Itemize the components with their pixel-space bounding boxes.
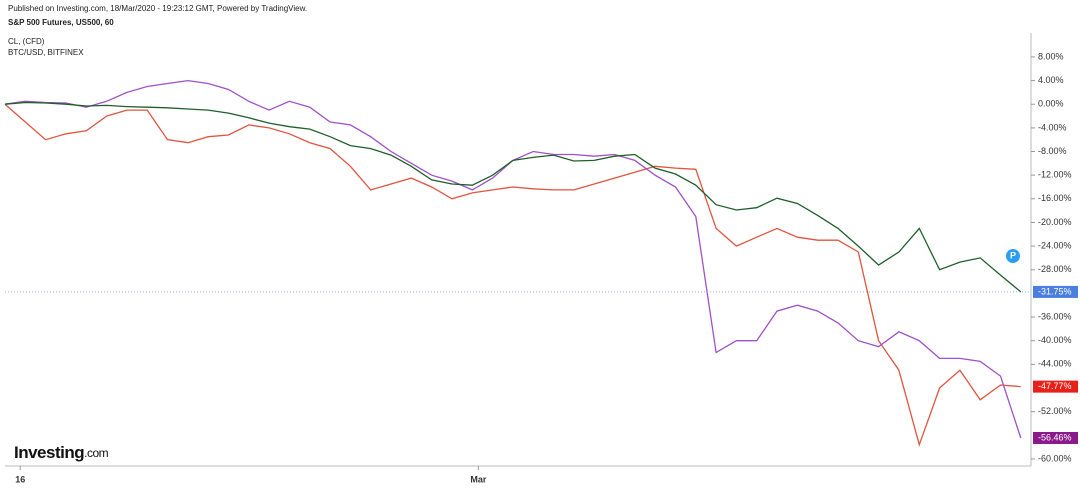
y-tick-label: -60.00% bbox=[1038, 453, 1072, 463]
value-label: -56.46% bbox=[1038, 432, 1072, 442]
y-tick-label: -52.00% bbox=[1038, 406, 1072, 416]
logo-name: Investing bbox=[14, 443, 84, 462]
value-label-box bbox=[1033, 380, 1078, 393]
value-label-box bbox=[1033, 285, 1078, 298]
y-tick-label: -8.00% bbox=[1038, 146, 1067, 156]
series-line bbox=[4, 101, 1022, 293]
y-tick-label: 0.00% bbox=[1038, 99, 1064, 109]
y-tick-label: -4.00% bbox=[1038, 122, 1067, 132]
legend-entry: BTC/USD, BITFINEX bbox=[8, 48, 84, 57]
x-tick-label: Mar bbox=[470, 474, 487, 484]
series-line bbox=[4, 103, 1021, 447]
y-tick-label: -24.00% bbox=[1038, 240, 1072, 250]
logo: Investing.com bbox=[14, 443, 109, 462]
y-tick-label: -12.00% bbox=[1038, 170, 1072, 180]
y-tick-label: -16.00% bbox=[1038, 193, 1072, 203]
y-tick-label: -36.00% bbox=[1038, 311, 1072, 321]
y-tick-label: 8.00% bbox=[1038, 51, 1064, 61]
x-tick-label: 16 bbox=[15, 474, 25, 484]
y-tick-label: 4.00% bbox=[1038, 75, 1064, 85]
series-line bbox=[4, 79, 1022, 439]
publish-badge bbox=[1006, 249, 1020, 263]
value-label-box bbox=[1033, 431, 1078, 444]
published-note: Published on Investing.com, 18/Mar/2020 … bbox=[8, 4, 307, 13]
y-tick-label: -40.00% bbox=[1038, 335, 1072, 345]
y-tick-label: -44.00% bbox=[1038, 359, 1072, 369]
y-tick-label: -20.00% bbox=[1038, 217, 1072, 227]
badge-letter: P bbox=[1010, 250, 1016, 260]
value-label: -47.77% bbox=[1038, 381, 1072, 391]
y-tick-label: -28.00% bbox=[1038, 264, 1072, 274]
value-label: -31.75% bbox=[1038, 286, 1072, 296]
legend-entry: CL, (CFD) bbox=[8, 37, 45, 46]
chart-title: S&P 500 Futures, US500, 60 bbox=[8, 18, 114, 27]
logo-suffix: .com bbox=[84, 446, 109, 460]
